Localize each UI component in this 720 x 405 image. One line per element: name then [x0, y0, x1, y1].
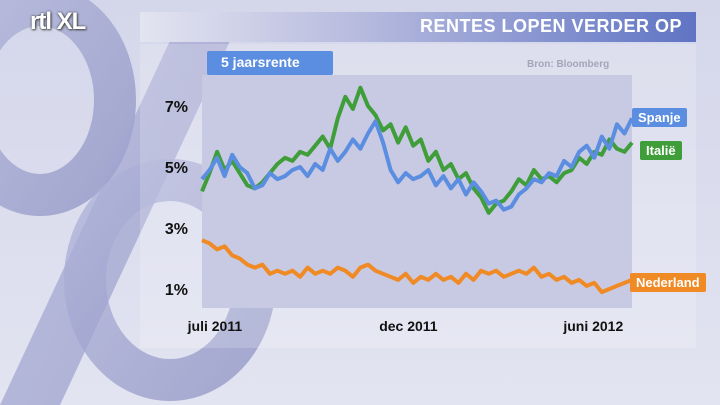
x-tick-label: dec 2011	[379, 318, 438, 334]
y-tick-label: 3%	[165, 221, 188, 238]
chart-title: RENTES LOPEN VERDER OP	[419, 16, 682, 36]
series-line-itali	[200, 85, 634, 215]
legend-title-box: 5 jaarsrente	[207, 51, 333, 75]
series-label-spanje: Spanje	[632, 108, 687, 127]
series-line-spanje	[200, 117, 634, 212]
y-tick-label: 1%	[165, 282, 188, 299]
plot-area	[202, 75, 632, 308]
x-axis-ticks: juli 2011 dec 2011 juni 2012	[187, 318, 624, 334]
y-axis-ticks: 7% 5% 3% 1%	[165, 99, 188, 299]
title-bar: RENTES LOPEN VERDER OP	[140, 12, 696, 42]
y-tick-label: 5%	[165, 160, 188, 177]
source-label: Bron: Bloomberg	[527, 59, 610, 70]
series-label-nederland: Nederland	[630, 273, 706, 292]
rtl-xl-logo: rtl XL	[30, 8, 86, 35]
series-label-itali: Italië	[640, 141, 682, 160]
series-lines	[200, 85, 634, 295]
series-line-nederland	[201, 238, 633, 295]
x-tick-label: juli 2011	[187, 318, 243, 334]
y-tick-label: 7%	[165, 99, 188, 116]
x-tick-label: juni 2012	[562, 318, 623, 334]
legend-title: 5 jaarsrente	[221, 54, 300, 70]
